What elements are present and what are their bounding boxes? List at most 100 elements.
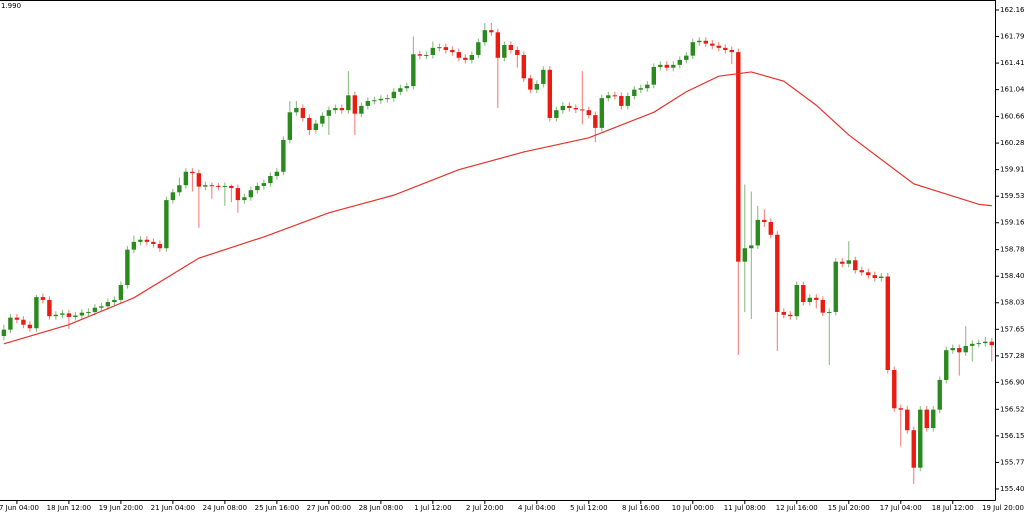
candle-body <box>768 222 773 235</box>
candle-body <box>365 100 371 106</box>
candle-body <box>144 239 150 242</box>
candle-body <box>794 285 799 317</box>
candle-body <box>684 55 689 60</box>
candle-body <box>560 105 566 111</box>
candle-body <box>203 185 208 187</box>
candle-body <box>788 314 793 317</box>
candle-body <box>105 302 111 307</box>
candle-body <box>398 88 403 92</box>
candle-body <box>79 312 85 316</box>
candle-body <box>619 96 624 106</box>
candle-body <box>222 185 228 187</box>
candle-body <box>749 245 754 249</box>
y-tick-label: 161.040 <box>1000 86 1024 94</box>
candle-body <box>924 409 929 429</box>
candle-body <box>898 408 903 410</box>
candle-body <box>736 52 741 262</box>
candle-body <box>170 192 176 201</box>
y-tick-label: 159.160 <box>1000 219 1024 227</box>
candle-body <box>281 139 286 172</box>
candle-body <box>697 40 702 43</box>
candle-body <box>846 260 851 264</box>
candle-body <box>99 306 104 308</box>
candle-body <box>307 117 312 130</box>
candle-body <box>515 49 520 55</box>
y-tick-label: 160.285 <box>1000 139 1024 147</box>
x-tick-label: 1 Jul 12:00 <box>414 504 452 512</box>
candle-body <box>482 30 488 43</box>
candle-body <box>658 64 663 67</box>
y-tick-label: 160.660 <box>1000 113 1024 121</box>
candle-body <box>905 409 910 431</box>
candle-body <box>443 47 449 50</box>
candle-body <box>983 341 988 344</box>
candle-body <box>820 299 825 313</box>
candle-body <box>437 47 442 49</box>
x-tick-label: 8 Jul 16:00 <box>622 504 660 512</box>
candle-body <box>918 409 923 468</box>
candle-body <box>547 69 553 118</box>
candle-body <box>554 110 559 118</box>
y-tick-label: 156.150 <box>1000 432 1024 440</box>
candle-body <box>391 91 397 99</box>
candle-body <box>944 350 949 380</box>
candle-body <box>118 285 124 300</box>
x-tick-label: 17 Jul 04:00 <box>880 504 922 512</box>
candle-body <box>411 54 416 87</box>
x-tick-label: 2 Jul 20:00 <box>466 504 504 512</box>
x-tick-label: 25 Jun 16:00 <box>255 504 299 512</box>
y-tick-label: 158.780 <box>1000 246 1024 254</box>
candle-body <box>274 171 280 177</box>
candle-body <box>463 57 468 60</box>
candle-body <box>781 311 786 315</box>
candle-body <box>833 261 838 312</box>
candle-body <box>840 261 845 264</box>
y-tick-label: 162.165 <box>1000 6 1024 14</box>
candle-body <box>190 171 195 174</box>
candle-body <box>112 299 117 303</box>
candle-body <box>567 105 572 109</box>
candle-body <box>976 343 981 345</box>
candle-body <box>385 98 390 100</box>
candle-body <box>313 123 319 130</box>
candle-body <box>853 260 858 271</box>
candle-body <box>762 219 767 223</box>
candle-body <box>580 109 585 111</box>
candle-body <box>138 239 143 242</box>
x-tick-label: 18 Jul 12:00 <box>932 504 974 512</box>
candle-body <box>209 185 215 187</box>
candle-body <box>326 110 332 116</box>
candle-body <box>911 430 916 468</box>
x-tick-label: 28 Jun 08:00 <box>359 504 403 512</box>
candle-body <box>255 185 260 191</box>
candle-body <box>606 95 611 99</box>
candle-body <box>157 243 163 249</box>
y-tick-label: 156.905 <box>1000 378 1024 386</box>
candle-body <box>235 188 241 201</box>
candle-body <box>534 83 540 90</box>
candle-body <box>586 110 592 116</box>
candle-body <box>73 315 78 317</box>
candle-body <box>476 42 481 55</box>
candle-body <box>827 311 832 313</box>
candle-body <box>404 86 410 89</box>
candle-body <box>196 173 202 187</box>
candle-body <box>339 108 345 111</box>
y-tick-label: 155.775 <box>1000 458 1024 466</box>
y-tick-label: 157.655 <box>1000 325 1024 333</box>
candle-body <box>729 49 734 53</box>
x-tick-label: 21 Jun 04:00 <box>151 504 195 512</box>
candle-body <box>957 348 962 353</box>
y-tick-label: 155.400 <box>1000 485 1024 493</box>
x-tick-label: 24 Jun 08:00 <box>203 504 247 512</box>
x-tick-label: 7 Jun 04:00 <box>0 504 39 512</box>
candle-body <box>86 311 91 313</box>
candle-body <box>495 32 501 58</box>
candle-body <box>963 345 968 353</box>
candle-body <box>625 96 631 106</box>
candle-body <box>164 200 169 249</box>
candle-body <box>931 409 936 429</box>
candle-body <box>248 190 254 198</box>
candle-body <box>885 276 890 371</box>
